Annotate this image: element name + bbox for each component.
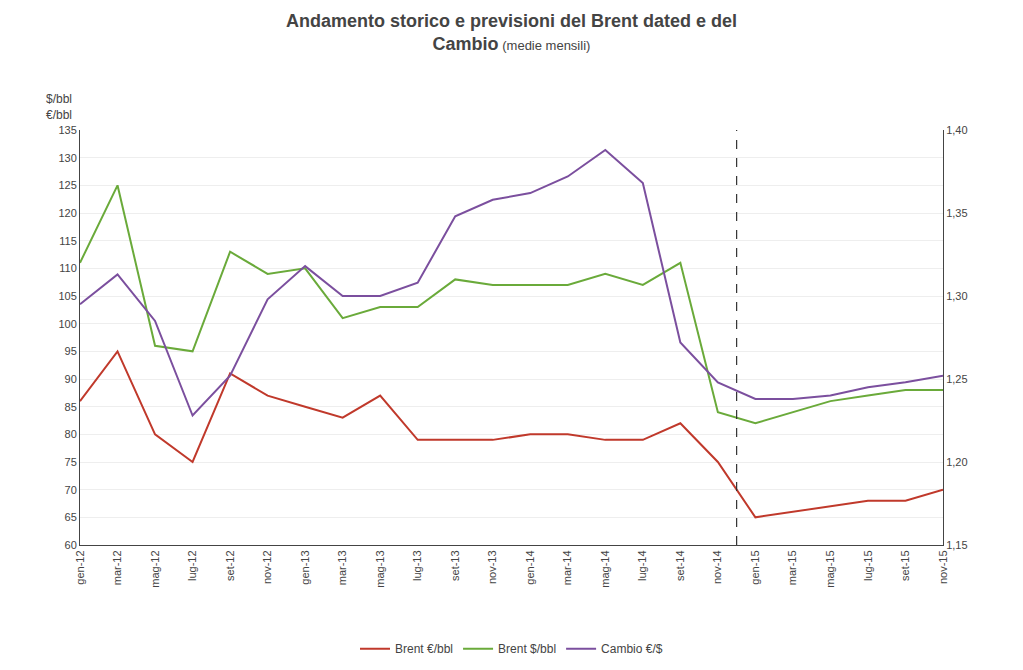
svg-text:Brent $/bbl: Brent $/bbl [498, 642, 556, 656]
svg-text:mar-13: mar-13 [336, 550, 348, 585]
svg-text:125: 125 [58, 179, 76, 191]
svg-text:set-12: set-12 [224, 550, 236, 581]
svg-text:1,30: 1,30 [946, 290, 967, 302]
svg-text:135: 135 [58, 124, 76, 136]
svg-text:gen-15: gen-15 [749, 550, 761, 584]
svg-text:Cambio €/$: Cambio €/$ [601, 642, 663, 656]
svg-text:75: 75 [65, 456, 77, 468]
svg-text:mar-12: mar-12 [111, 550, 123, 585]
svg-text:1,40: 1,40 [946, 124, 967, 136]
svg-text:60: 60 [65, 539, 77, 551]
svg-text:80: 80 [65, 428, 77, 440]
svg-text:130: 130 [58, 152, 76, 164]
svg-text:85: 85 [65, 401, 77, 413]
svg-text:nov-15: nov-15 [937, 550, 949, 584]
svg-text:$/bbl€/bbl: $/bbl€/bbl [46, 92, 72, 122]
svg-text:120: 120 [58, 207, 76, 219]
svg-text:lug-13: lug-13 [411, 550, 423, 581]
svg-text:gen-14: gen-14 [524, 550, 536, 584]
svg-text:lug-14: lug-14 [636, 550, 648, 581]
svg-text:mar-14: mar-14 [561, 550, 573, 585]
svg-text:mar-15: mar-15 [786, 550, 798, 585]
svg-text:90: 90 [65, 373, 77, 385]
svg-text:mag-15: mag-15 [824, 550, 836, 587]
svg-text:nov-14: nov-14 [711, 550, 723, 584]
svg-text:70: 70 [65, 484, 77, 496]
svg-text:set-15: set-15 [899, 550, 911, 581]
svg-text:100: 100 [58, 318, 76, 330]
svg-text:gen-12: gen-12 [74, 550, 86, 584]
svg-text:Andamento storico e previsioni: Andamento storico e previsioni del Brent… [286, 11, 737, 54]
svg-text:mag-12: mag-12 [149, 550, 161, 587]
svg-text:1,25: 1,25 [946, 373, 967, 385]
svg-text:1,20: 1,20 [946, 456, 967, 468]
svg-text:mag-13: mag-13 [374, 550, 386, 587]
svg-text:gen-13: gen-13 [299, 550, 311, 584]
svg-text:110: 110 [59, 262, 77, 274]
svg-text:65: 65 [65, 511, 77, 523]
svg-text:lug-12: lug-12 [186, 550, 198, 581]
svg-text:nov-12: nov-12 [261, 550, 273, 584]
svg-text:lug-15: lug-15 [862, 550, 874, 581]
svg-text:nov-13: nov-13 [486, 550, 498, 584]
svg-text:mag-14: mag-14 [599, 550, 611, 587]
svg-text:1,15: 1,15 [946, 539, 967, 551]
svg-text:Brent €/bbl: Brent €/bbl [395, 642, 453, 656]
svg-text:set-14: set-14 [674, 550, 686, 581]
svg-text:115: 115 [59, 235, 77, 247]
svg-text:set-13: set-13 [449, 550, 461, 581]
svg-text:105: 105 [58, 290, 76, 302]
svg-text:1,35: 1,35 [946, 207, 967, 219]
svg-text:95: 95 [65, 345, 77, 357]
